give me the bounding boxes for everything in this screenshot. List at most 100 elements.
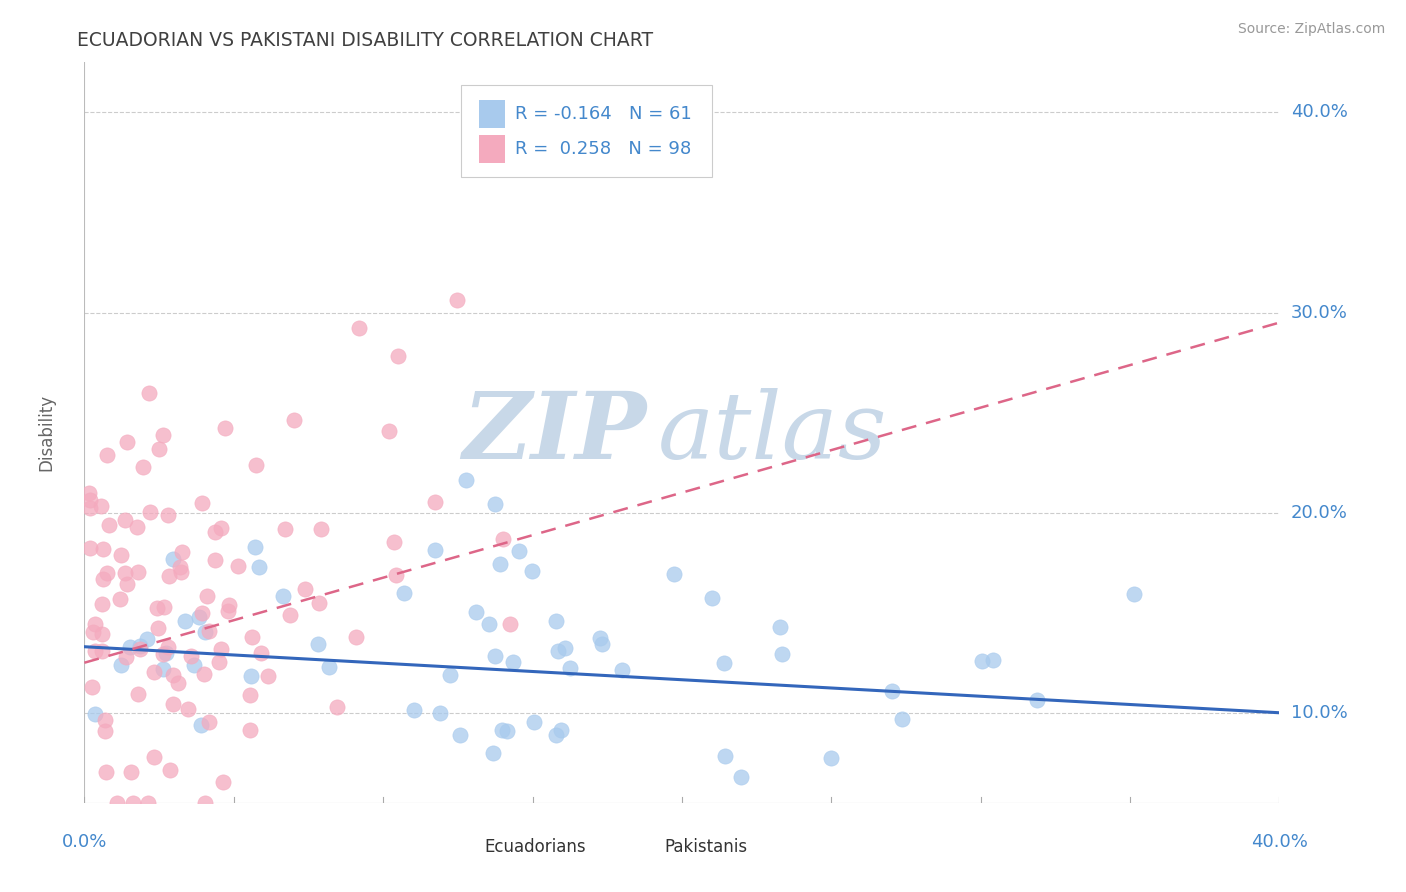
Point — [138, 386, 160, 401]
Point — [121, 796, 143, 810]
Point — [159, 763, 181, 777]
Point — [90, 597, 112, 611]
Point — [554, 641, 576, 656]
Point — [152, 662, 174, 676]
Point — [610, 663, 633, 677]
Point — [105, 796, 128, 810]
Point — [662, 566, 685, 581]
Point — [385, 568, 408, 582]
Text: Source: ZipAtlas.com: Source: ZipAtlas.com — [1237, 22, 1385, 37]
Point — [97, 517, 120, 532]
Point — [83, 707, 105, 722]
Point — [146, 621, 169, 635]
Point — [217, 604, 239, 618]
Text: 10.0%: 10.0% — [1291, 704, 1347, 722]
Point — [110, 657, 132, 672]
Point — [183, 657, 205, 672]
Point — [90, 499, 112, 513]
Point — [82, 680, 104, 694]
Point — [128, 639, 150, 653]
FancyBboxPatch shape — [628, 836, 654, 863]
Point — [209, 642, 232, 657]
Point — [91, 644, 114, 658]
Point — [983, 653, 1005, 667]
Point — [214, 420, 236, 434]
Point — [136, 632, 159, 646]
Point — [523, 714, 546, 729]
Point — [307, 637, 329, 651]
Point — [446, 293, 468, 307]
Point — [239, 668, 262, 682]
Point — [127, 520, 149, 534]
Point — [550, 723, 572, 737]
Point — [79, 501, 101, 516]
Text: Ecuadorians: Ecuadorians — [485, 838, 586, 856]
Text: atlas: atlas — [658, 388, 887, 477]
FancyBboxPatch shape — [461, 85, 711, 178]
Point — [117, 435, 139, 450]
Point — [239, 688, 262, 702]
Point — [439, 667, 461, 681]
Point — [169, 565, 191, 579]
Point — [278, 607, 301, 622]
Point — [127, 687, 149, 701]
Text: ECUADORIAN VS PAKISTANI DISABILITY CORRELATION CHART: ECUADORIAN VS PAKISTANI DISABILITY CORRE… — [77, 31, 654, 50]
Point — [464, 605, 486, 619]
Point — [84, 616, 107, 631]
Point — [162, 697, 184, 711]
Text: 0.0%: 0.0% — [62, 833, 107, 851]
Text: 30.0%: 30.0% — [1291, 303, 1347, 321]
Point — [145, 601, 167, 615]
Point — [93, 714, 115, 728]
Point — [591, 637, 613, 651]
Point — [120, 765, 142, 780]
Point — [155, 646, 177, 660]
Text: R = -0.164   N = 61: R = -0.164 N = 61 — [515, 105, 692, 123]
Point — [1026, 692, 1049, 706]
Point — [271, 589, 294, 603]
Point — [496, 723, 519, 738]
Point — [522, 564, 544, 578]
Point — [820, 751, 842, 765]
Point — [972, 654, 994, 668]
Point — [882, 684, 904, 698]
Point — [157, 569, 180, 583]
Point — [226, 558, 249, 573]
Point — [190, 718, 212, 732]
Text: Disability: Disability — [37, 394, 55, 471]
Point — [240, 630, 263, 644]
Point — [91, 627, 114, 641]
Point — [152, 428, 174, 442]
Point — [96, 448, 118, 462]
Point — [257, 668, 280, 682]
Point — [136, 796, 159, 810]
Point — [191, 606, 214, 620]
Point — [166, 675, 188, 690]
Point — [110, 592, 132, 607]
Point — [132, 459, 155, 474]
Point — [114, 649, 136, 664]
Point — [449, 728, 471, 742]
Point — [508, 544, 530, 558]
Point — [79, 492, 101, 507]
Point — [162, 552, 184, 566]
Point — [120, 640, 142, 654]
Point — [239, 723, 262, 737]
Point — [94, 723, 117, 738]
Point — [243, 540, 266, 554]
Point — [170, 545, 193, 559]
Point — [177, 702, 200, 716]
FancyBboxPatch shape — [479, 135, 505, 163]
Point — [502, 656, 524, 670]
Point — [162, 668, 184, 682]
Point — [387, 349, 409, 363]
Point — [283, 413, 305, 427]
Point — [318, 660, 340, 674]
Point — [478, 616, 501, 631]
Text: R =  0.258   N = 98: R = 0.258 N = 98 — [515, 140, 690, 158]
Point — [193, 666, 215, 681]
Point — [169, 559, 191, 574]
Point — [117, 577, 139, 591]
Point — [157, 508, 180, 523]
Point — [714, 748, 737, 763]
